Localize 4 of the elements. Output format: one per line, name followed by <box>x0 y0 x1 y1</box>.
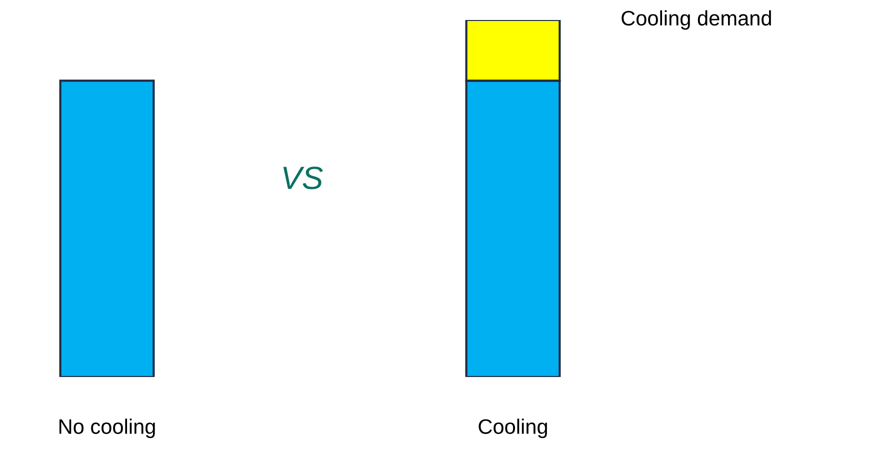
text: Cooling demand <box>622 10 771 30</box>
x-tick-label: No cooling <box>59 418 155 438</box>
x-tick-label: Cooling <box>478 418 547 438</box>
annotation: VS <box>283 166 323 190</box>
